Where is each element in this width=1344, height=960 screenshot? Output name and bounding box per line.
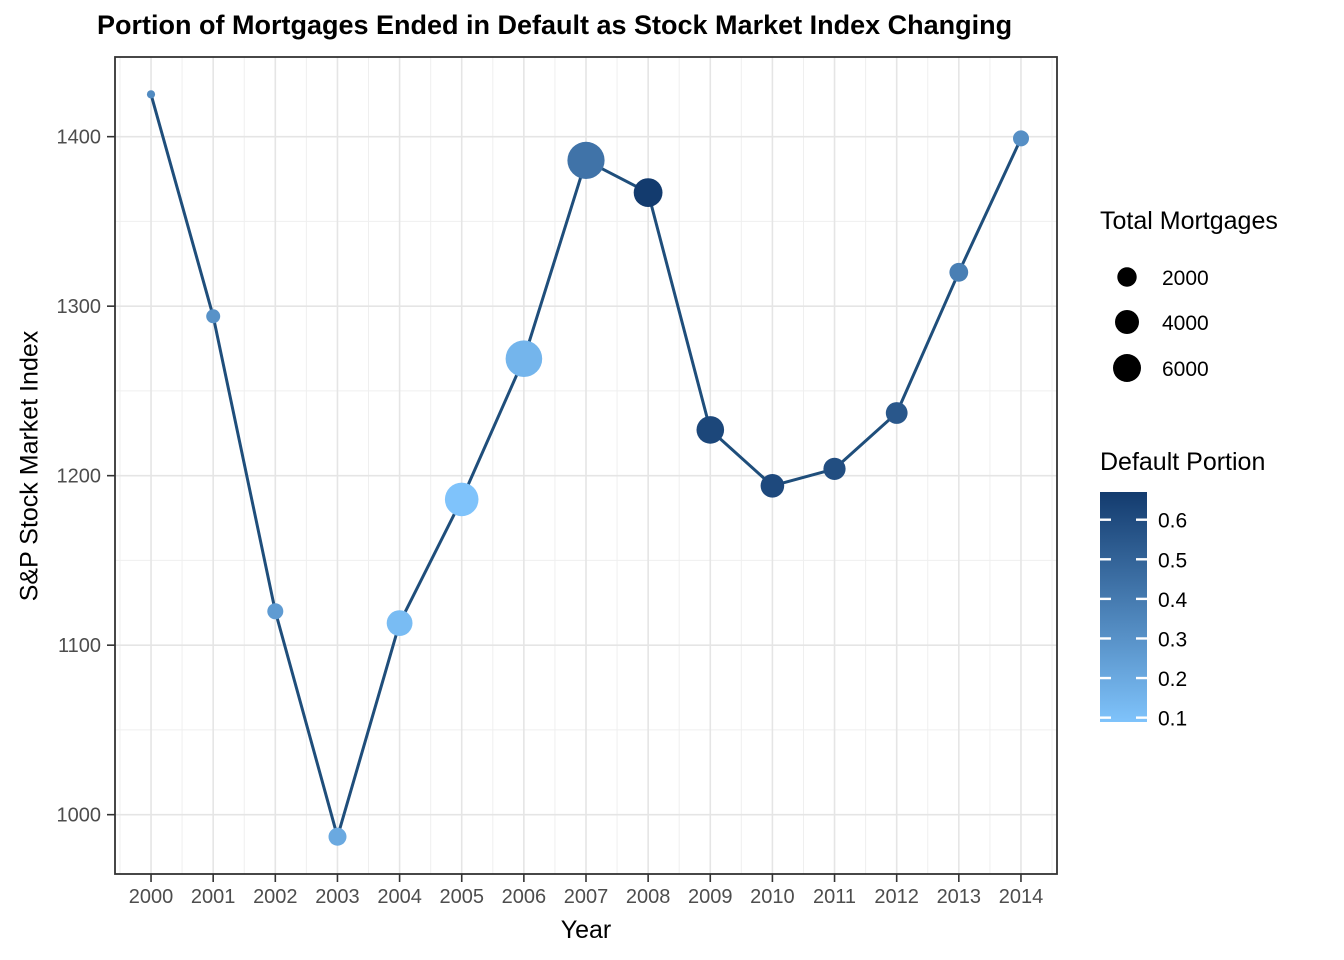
x-tick-label: 2003 (315, 886, 360, 908)
color-legend-label: 0.6 (1158, 510, 1187, 533)
color-legend-label: 0.4 (1158, 589, 1188, 612)
panel-border (114, 56, 1058, 875)
x-tick-label: 2009 (688, 886, 733, 908)
data-point-2009 (696, 416, 725, 444)
x-tick-label: 2013 (937, 886, 982, 908)
data-point-2010 (760, 474, 785, 498)
color-legend-label: 0.3 (1158, 628, 1187, 651)
size-legend-swatch-6000 (1113, 354, 1141, 382)
size-legend-swatch-4000 (1115, 310, 1139, 334)
data-point-2000 (146, 90, 156, 99)
x-tick-label: 2006 (502, 886, 547, 908)
y-tick-label: 1300 (57, 296, 102, 318)
data-point-2002 (267, 603, 284, 620)
data-point-2011 (823, 457, 846, 480)
color-legend-bar (1100, 492, 1147, 722)
x-tick-label: 2014 (999, 886, 1044, 908)
x-tick-label: 2001 (191, 886, 236, 908)
color-legend-label: 0.2 (1158, 668, 1187, 691)
x-tick-label: 2007 (564, 886, 609, 908)
x-tick-label: 2012 (874, 886, 919, 908)
x-tick-label: 2002 (253, 886, 298, 908)
size-legend-label: 4000 (1162, 312, 1209, 335)
data-point-2005 (444, 482, 479, 517)
y-tick-label: 1400 (57, 127, 102, 149)
x-axis-title: Year (560, 916, 612, 944)
y-tick-label: 1200 (57, 466, 102, 488)
x-tick-label: 2010 (750, 886, 795, 908)
data-point-2003 (328, 827, 347, 846)
data-point-2006 (505, 340, 543, 378)
data-point-2013 (949, 262, 969, 282)
data-point-2008 (633, 178, 663, 208)
color-legend-label: 0.5 (1158, 549, 1187, 572)
x-tick-label: 2005 (439, 886, 484, 908)
chart-title: Portion of Mortgages Ended in Default as… (97, 10, 1013, 40)
x-tick-label: 2004 (377, 886, 422, 908)
x-tick-label: 2000 (129, 886, 174, 908)
size-legend-title: Total Mortgages (1100, 207, 1278, 235)
x-tick-label: 2008 (626, 886, 671, 908)
data-point-2004 (386, 610, 413, 636)
x-tick-label: 2011 (813, 886, 856, 908)
size-legend-label: 2000 (1162, 267, 1209, 290)
data-point-2012 (885, 402, 908, 424)
size-legend-label: 6000 (1162, 358, 1209, 381)
y-axis-title: S&P Stock Market Index (15, 330, 44, 602)
size-legend-swatch-2000 (1117, 267, 1137, 287)
data-point-2007 (567, 141, 605, 179)
data-point-2014 (1013, 130, 1029, 147)
color-legend-label: 0.1 (1158, 708, 1187, 731)
y-tick-label: 1000 (57, 805, 102, 827)
color-legend-title: Default Portion (1100, 448, 1266, 476)
y-tick-label: 1100 (58, 635, 101, 657)
data-point-2001 (206, 309, 221, 324)
